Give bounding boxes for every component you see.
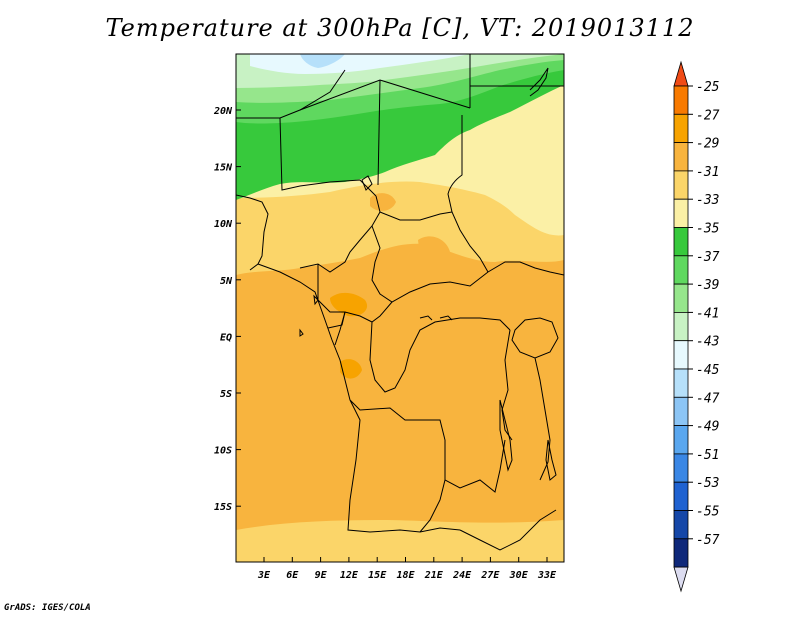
colorbar-swatch	[673, 283, 689, 313]
border-line	[459, 509, 557, 551]
border-line	[317, 264, 393, 323]
lake-tanganyika	[499, 399, 513, 472]
border-line	[236, 69, 346, 119]
colorbar-top-arrow	[673, 60, 689, 87]
colorbar-swatch	[673, 481, 689, 511]
footer-credit: GrADS: IGES/COLA	[4, 603, 91, 613]
lon-tick-label: 33E	[537, 570, 557, 581]
colorbar-label: -55	[696, 505, 720, 520]
colorbar-swatch	[673, 255, 689, 285]
temperature-field	[236, 54, 564, 562]
colorbar-label: -41	[696, 306, 719, 321]
colorbar-label: -31	[696, 165, 719, 180]
colorbar-swatch	[673, 368, 689, 398]
borders	[236, 54, 564, 551]
lon-tick-label: 27E	[480, 570, 500, 581]
colorbar-label: -39	[696, 278, 719, 293]
lon-tick-label: 21E	[424, 570, 444, 581]
colorbar-swatch	[673, 425, 689, 455]
colorbar-label: -47	[696, 391, 720, 406]
border-line	[501, 329, 513, 441]
colorbar-label: -45	[696, 363, 720, 378]
colorbar-swatch	[673, 198, 689, 228]
colorbar-label: -33	[696, 193, 719, 208]
colorbar-swatch	[673, 170, 689, 200]
colorbar-swatch	[673, 85, 689, 115]
lon-tick-label: 6E	[286, 570, 299, 581]
lon-tick-label: 24E	[452, 570, 472, 581]
border-line	[347, 399, 461, 533]
colorbar-swatch	[673, 453, 689, 483]
lake-chad	[361, 175, 373, 191]
border-line	[299, 195, 381, 273]
lat-tick-label: 10S	[214, 446, 232, 457]
colorbar-swatch	[673, 538, 689, 568]
colorbar-swatch	[673, 142, 689, 172]
colorbar-swatch	[673, 113, 689, 144]
border-line	[419, 479, 446, 533]
island	[299, 328, 304, 337]
colorbar-swatch	[673, 227, 689, 257]
lon-tick-label: 12E	[340, 570, 359, 581]
latitude-axis: 20N 15N 10N 5N EQ 5S 10S 15S	[213, 106, 241, 513]
lon-tick-label: 18E	[396, 570, 415, 581]
colorbar-label: -51	[696, 448, 719, 463]
colorbar-label: -57	[696, 533, 720, 548]
colorbar-swatch	[673, 340, 689, 370]
colorbar-label: -35	[696, 222, 720, 237]
colorbar-swatch	[673, 311, 689, 342]
lon-tick-label: 3E	[257, 570, 271, 581]
warm-pocket	[330, 292, 368, 317]
coastline	[529, 67, 549, 97]
border-line	[369, 317, 511, 393]
colorbar-label: -49	[696, 420, 719, 435]
border-line	[349, 399, 506, 493]
border-line	[379, 211, 453, 221]
colorbar-label: -53	[696, 476, 719, 491]
lake-outline	[439, 315, 453, 321]
lon-tick-label: 9E	[315, 570, 328, 581]
border-line	[377, 79, 381, 186]
map-frame	[235, 53, 565, 563]
region-minus-31-33-south	[236, 520, 564, 562]
colorbar-label: -27	[696, 108, 720, 123]
colorbar-label: -25	[696, 80, 720, 95]
lat-tick-label: 15N	[214, 163, 233, 174]
colorbar-swatch	[673, 396, 689, 426]
lake-malawi	[545, 439, 557, 481]
colorbar-label: -43	[696, 335, 719, 350]
warm-pocket	[418, 236, 450, 264]
border-line	[236, 194, 269, 271]
lat-tick-label: 5N	[220, 276, 233, 287]
lake-outline	[419, 315, 433, 321]
border-line	[447, 115, 489, 273]
lat-tick-label: 20N	[213, 106, 233, 117]
border-line	[371, 225, 564, 303]
colorbar-bottom-arrow	[673, 566, 689, 593]
warm-pocket	[340, 359, 362, 379]
longitude-axis: 3E 6E 9E 12E 15E 18E 21E 24E 27E 30E 33E	[257, 557, 557, 581]
colorbar-label: -37	[696, 250, 720, 265]
lake-victoria	[511, 317, 559, 359]
lat-tick-label: 5S	[220, 389, 232, 400]
lat-tick-label: 15S	[214, 502, 232, 513]
colorbar-label: -29	[696, 137, 719, 152]
lat-tick-label: 10N	[214, 219, 233, 230]
colorbar-swatch	[673, 510, 689, 540]
coastline	[257, 263, 351, 401]
island	[313, 294, 319, 306]
chart-title: Temperature at 300hPa [C], VT: 201901311…	[105, 14, 695, 42]
lat-tick-label: EQ	[220, 332, 232, 343]
colorbar: -25 -27 -29 -31 -33 -35 -37 -39 -41 -43 -45 -47 -49 -…	[673, 60, 720, 593]
region-minus-45-47	[300, 54, 345, 68]
lon-tick-label: 30E	[509, 570, 529, 581]
lon-tick-label: 15E	[368, 570, 387, 581]
border-line	[334, 311, 346, 346]
